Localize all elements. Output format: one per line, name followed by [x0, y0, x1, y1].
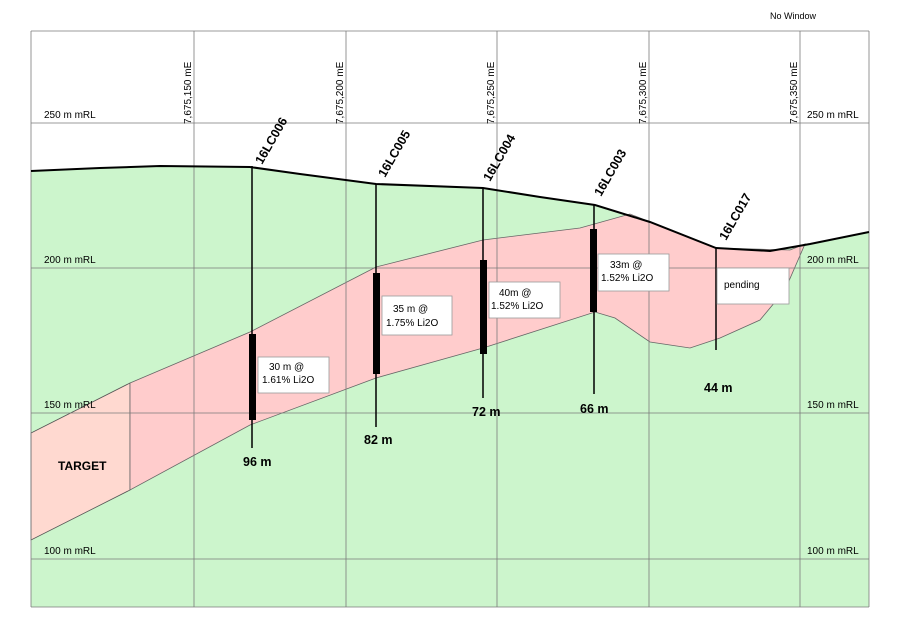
hole-depth-label: 82 m — [364, 433, 393, 447]
hole-id-label: 16LC003 — [591, 147, 629, 199]
intercept-box — [381, 295, 453, 336]
intercept-line1: 40m @ — [499, 288, 531, 299]
easting-label-150: 7,675,150 mE — [183, 61, 194, 124]
intercept-bar — [249, 334, 256, 420]
no-window-label: No Window — [770, 11, 817, 21]
intercept-line1: 30 m @ — [269, 362, 304, 373]
intercept-bar — [373, 273, 380, 374]
intercept-bar — [480, 260, 487, 354]
easting-label-200: 7,675,200 mE — [335, 61, 346, 124]
hole-depth-label: 44 m — [704, 381, 733, 395]
elevation-label-200-right: 200 m mRL — [807, 255, 859, 266]
elevation-label-250-left: 250 m mRL — [44, 110, 96, 121]
easting-label-250: 7,675,250 mE — [486, 61, 497, 124]
intercept-line2: 1.61% Li2O — [262, 375, 314, 386]
elevation-label-150-left: 150 m mRL — [44, 400, 96, 411]
hole-id-label: 16LC004 — [480, 132, 518, 184]
elevation-label-100-right: 100 m mRL — [807, 546, 859, 557]
intercept-line1: 35 m @ — [393, 304, 428, 315]
hole-depth-label: 96 m — [243, 455, 272, 469]
elevation-label-100-left: 100 m mRL — [44, 546, 96, 557]
intercept-bar — [590, 229, 597, 312]
elevation-label-250-right: 250 m mRL — [807, 110, 859, 121]
hole-depth-label: 66 m — [580, 402, 609, 416]
intercept-line1: 33m @ — [610, 260, 642, 271]
hole-id-label: 16LC005 — [375, 128, 413, 180]
intercept-box — [488, 281, 561, 319]
intercept-line2: 1.52% Li2O — [601, 273, 653, 284]
intercept-box — [716, 267, 790, 305]
topographic-surface — [30, 164, 870, 253]
intercept-box — [597, 253, 670, 292]
grid-lines — [30, 30, 870, 608]
intercept-box — [257, 356, 330, 394]
easting-label-300: 7,675,300 mE — [638, 61, 649, 124]
hole-depth-label: 72 m — [472, 405, 501, 419]
hole-id-label: 16LC017 — [716, 191, 754, 243]
intercept-line2: 1.52% Li2O — [491, 301, 543, 312]
target-label: TARGET — [58, 459, 107, 473]
elevation-label-200-left: 200 m mRL — [44, 255, 96, 266]
easting-label-350: 7,675,350 mE — [789, 61, 800, 124]
intercept-line1: pending — [724, 280, 760, 291]
intercept-line2: 1.75% Li2O — [386, 318, 438, 329]
elevation-label-150-right: 150 m mRL — [807, 400, 859, 411]
